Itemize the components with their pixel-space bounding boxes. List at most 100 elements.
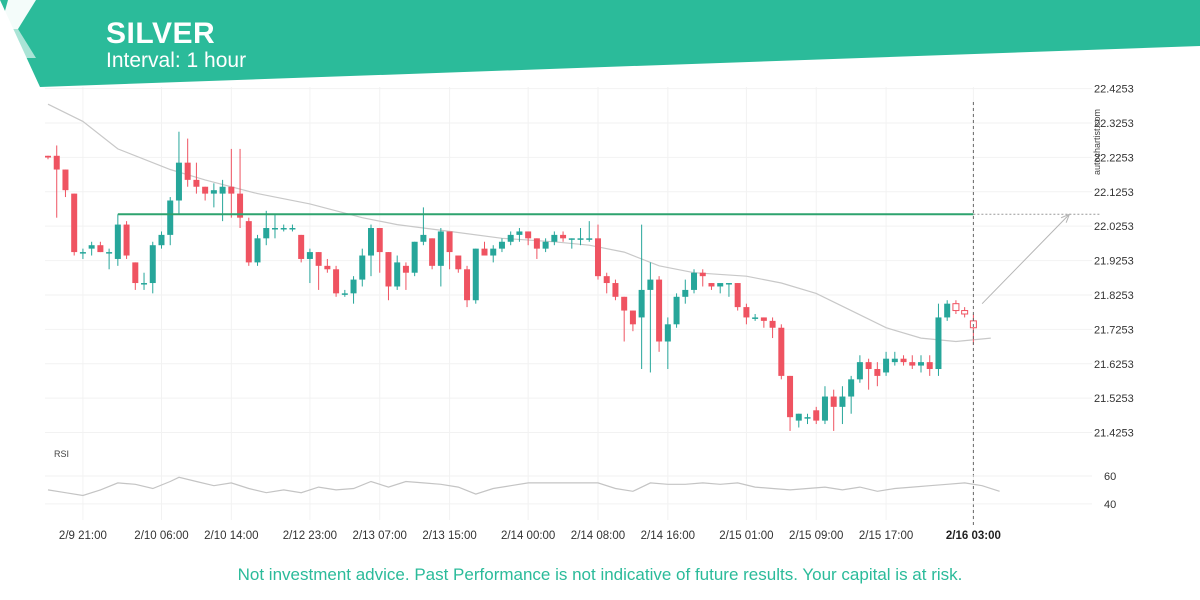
candle (149, 241, 156, 294)
candle (62, 169, 69, 198)
candle-body (175, 162, 182, 201)
header-banner: SILVER Interval: 1 hour (0, 0, 1200, 90)
y-tick-label: 22.3253 (1094, 118, 1134, 130)
candle (498, 238, 505, 253)
candle (516, 228, 523, 242)
candle-body (394, 262, 401, 287)
forecast-arrow-line (981, 213, 1070, 305)
y-tick-label: 21.9253 (1094, 256, 1134, 268)
candle (821, 386, 828, 425)
y-axis-ticks: 22.4253 22.3253 22.2253 22.1253 22.0253 21.92… (1094, 84, 1134, 440)
candle (856, 355, 863, 383)
candle-body (45, 155, 51, 158)
candle-body (464, 269, 471, 301)
x-tick-label: 2/13 15:00 (422, 530, 476, 542)
candle-body (769, 320, 776, 328)
candle-body (708, 283, 715, 287)
candle (734, 283, 741, 311)
candle (629, 310, 636, 332)
x-tick-label: 2/13 07:00 (353, 530, 407, 542)
candle-body (734, 283, 741, 308)
candle-body (560, 234, 567, 239)
candle-body (429, 238, 436, 266)
x-tick-label: 2/14 00:00 (501, 530, 555, 542)
candle-body (167, 200, 174, 235)
candle (900, 355, 907, 366)
candle-body (586, 238, 593, 240)
candle-body (795, 413, 802, 421)
candle (114, 214, 121, 266)
candle-body (184, 162, 191, 180)
candle (560, 231, 567, 242)
candle (141, 272, 148, 290)
forecast-arrow-layer (981, 213, 1071, 305)
candle-body (900, 358, 907, 363)
candle (79, 248, 86, 259)
candle-body (341, 293, 348, 295)
y-tick-label: 22.0253 (1094, 221, 1134, 233)
candle (298, 234, 305, 263)
y-tick-label: 21.5253 (1094, 393, 1134, 405)
candle (883, 351, 890, 376)
candle (708, 283, 715, 290)
candle (778, 324, 785, 380)
candle (699, 269, 706, 287)
x-axis-ticks: 2/9 21:00 2/10 06:00 2/10 14:00 2/12 23:00 2… (59, 530, 1001, 542)
symbol-title: SILVER (106, 17, 216, 50)
x-tick-label: 2/14 16:00 (641, 530, 695, 542)
candle-body (368, 228, 375, 256)
candle-body (106, 252, 113, 254)
candle-body (254, 238, 261, 263)
candle (132, 262, 139, 290)
candle (752, 313, 759, 321)
disclaimer: Not investment advice. Past Performance … (237, 565, 963, 584)
candle (507, 231, 514, 246)
candle-body (481, 248, 488, 256)
candle (848, 375, 855, 414)
y-tick-label: 21.7253 (1094, 324, 1134, 336)
candle (394, 255, 401, 290)
rsi-line (47, 476, 1000, 497)
rsi-panel: RSI 60 40 (45, 449, 1116, 511)
candle (376, 228, 383, 273)
brand-logo-icon (0, 0, 36, 58)
candle-body (516, 231, 523, 235)
candle-body (839, 396, 846, 407)
candle-body (874, 369, 881, 376)
candle-body (804, 417, 811, 419)
candle (717, 283, 724, 294)
candle-body (883, 358, 890, 373)
candle (743, 303, 750, 325)
candle-body (682, 289, 689, 297)
candle (891, 351, 898, 366)
candle (935, 303, 942, 376)
candle-body (193, 179, 200, 187)
candle (289, 224, 296, 232)
rsi-label: RSI (54, 449, 69, 459)
candle (411, 241, 418, 277)
candle (53, 145, 60, 218)
candle (612, 279, 619, 301)
y-tick-label: 22.2253 (1094, 152, 1134, 164)
candle-body (621, 296, 628, 311)
rsi-tick-label: 40 (1104, 499, 1116, 511)
candle (830, 389, 837, 431)
x-tick-label: 2/16 03:00 (946, 530, 1001, 542)
candles-layer (45, 131, 977, 431)
candle (333, 265, 340, 297)
x-tick-label: 2/15 09:00 (789, 530, 843, 542)
watermark: autochartist.com (1092, 109, 1102, 175)
candle-body (158, 234, 165, 246)
candle (586, 221, 593, 242)
candle-body (62, 169, 69, 191)
candle-body (114, 224, 121, 259)
candle-body (472, 248, 479, 301)
candle (202, 186, 209, 201)
moving-average-line (47, 103, 991, 343)
candle-body (612, 283, 619, 297)
candle-body (926, 362, 933, 370)
candle-body (402, 265, 409, 273)
candle-body (289, 228, 296, 230)
candle-body (638, 289, 645, 318)
candle-body (263, 228, 270, 239)
